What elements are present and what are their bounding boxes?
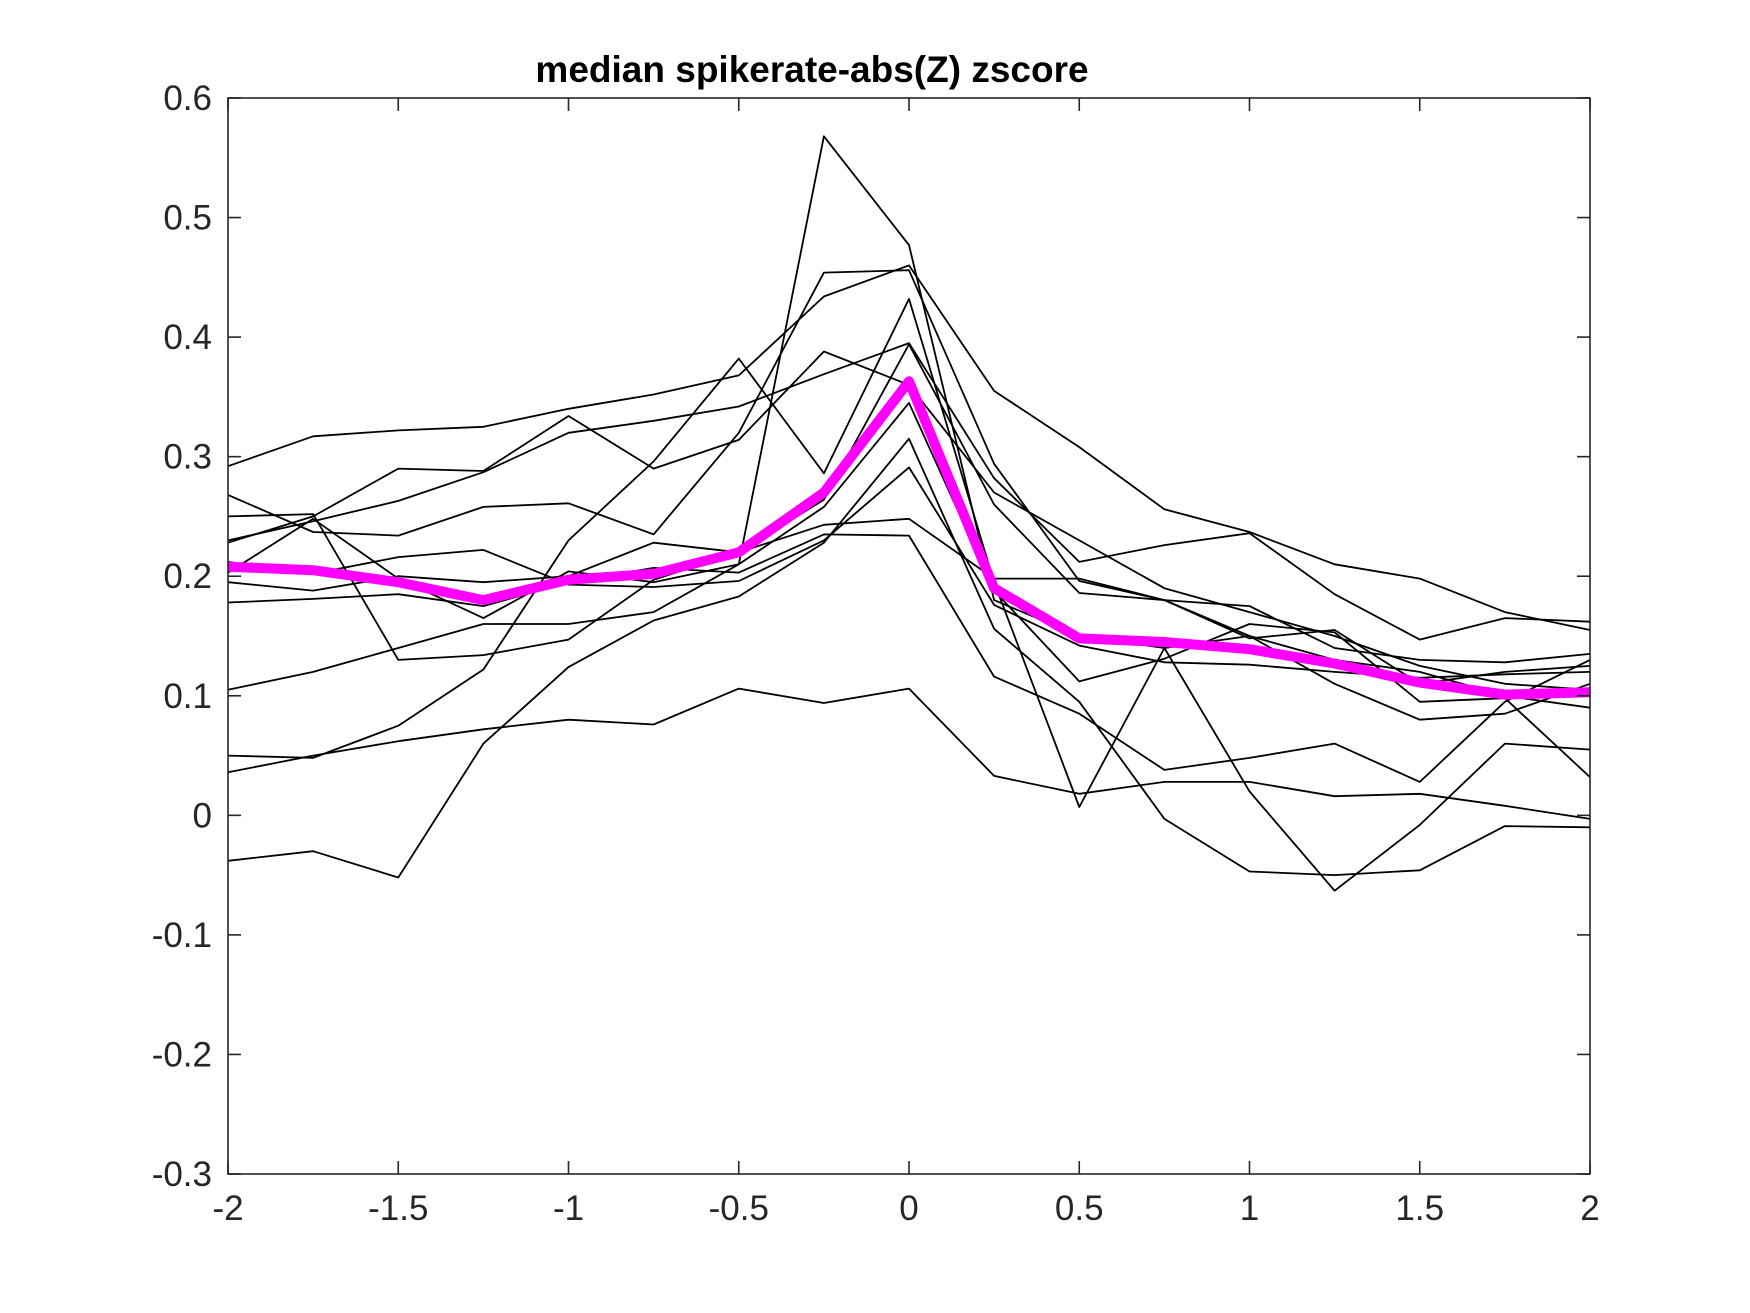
x-tick-label: -1 [553,1189,584,1228]
y-tick-label: 0.4 [163,318,212,357]
series-line-11 [227,687,1591,820]
x-tick-label: 1 [1240,1189,1259,1228]
y-tick-label: 0.6 [163,79,212,118]
y-tick-label: 0 [193,796,212,835]
series-line-4 [227,269,1591,709]
x-tick-label: 0.5 [1055,1189,1104,1228]
plot-area: -2 -1.5 -1 -0.5 0 0.5 1 1.5 2 -0.3 -0.2 -0.1 0 0.1 0.2… [152,79,1600,1228]
series-line-7 [227,343,1591,664]
y-tick-label: -0.3 [152,1155,212,1194]
series-line-13 [227,401,1591,778]
series-line-6 [227,297,1591,892]
x-tick-label: -2 [212,1189,243,1228]
y-tick-label: 0.5 [163,199,212,238]
series-line-10 [227,533,1591,783]
median-series-line [227,376,1591,700]
y-tick-label: 0.3 [163,438,212,477]
x-tick-label: 0 [899,1189,918,1228]
y-tick-label: 0.1 [163,677,212,716]
series-line-5 [227,135,1591,721]
series-line-1 [227,264,1591,631]
y-tick-label: -0.1 [152,916,212,955]
series-line-8 [227,517,1591,685]
y-tick-label: -0.2 [152,1035,212,1074]
y-tick-label: 0.2 [163,557,212,596]
series-line-3 [227,342,1591,641]
series-line-12 [227,437,1591,879]
x-tick-label: -0.5 [709,1189,769,1228]
x-tick-label: 1.5 [1395,1189,1444,1228]
x-tick-label: -1.5 [368,1189,428,1228]
x-tick-label: 2 [1580,1189,1599,1228]
chart-title: median spikerate-abs(Z) zscore [535,49,1088,90]
